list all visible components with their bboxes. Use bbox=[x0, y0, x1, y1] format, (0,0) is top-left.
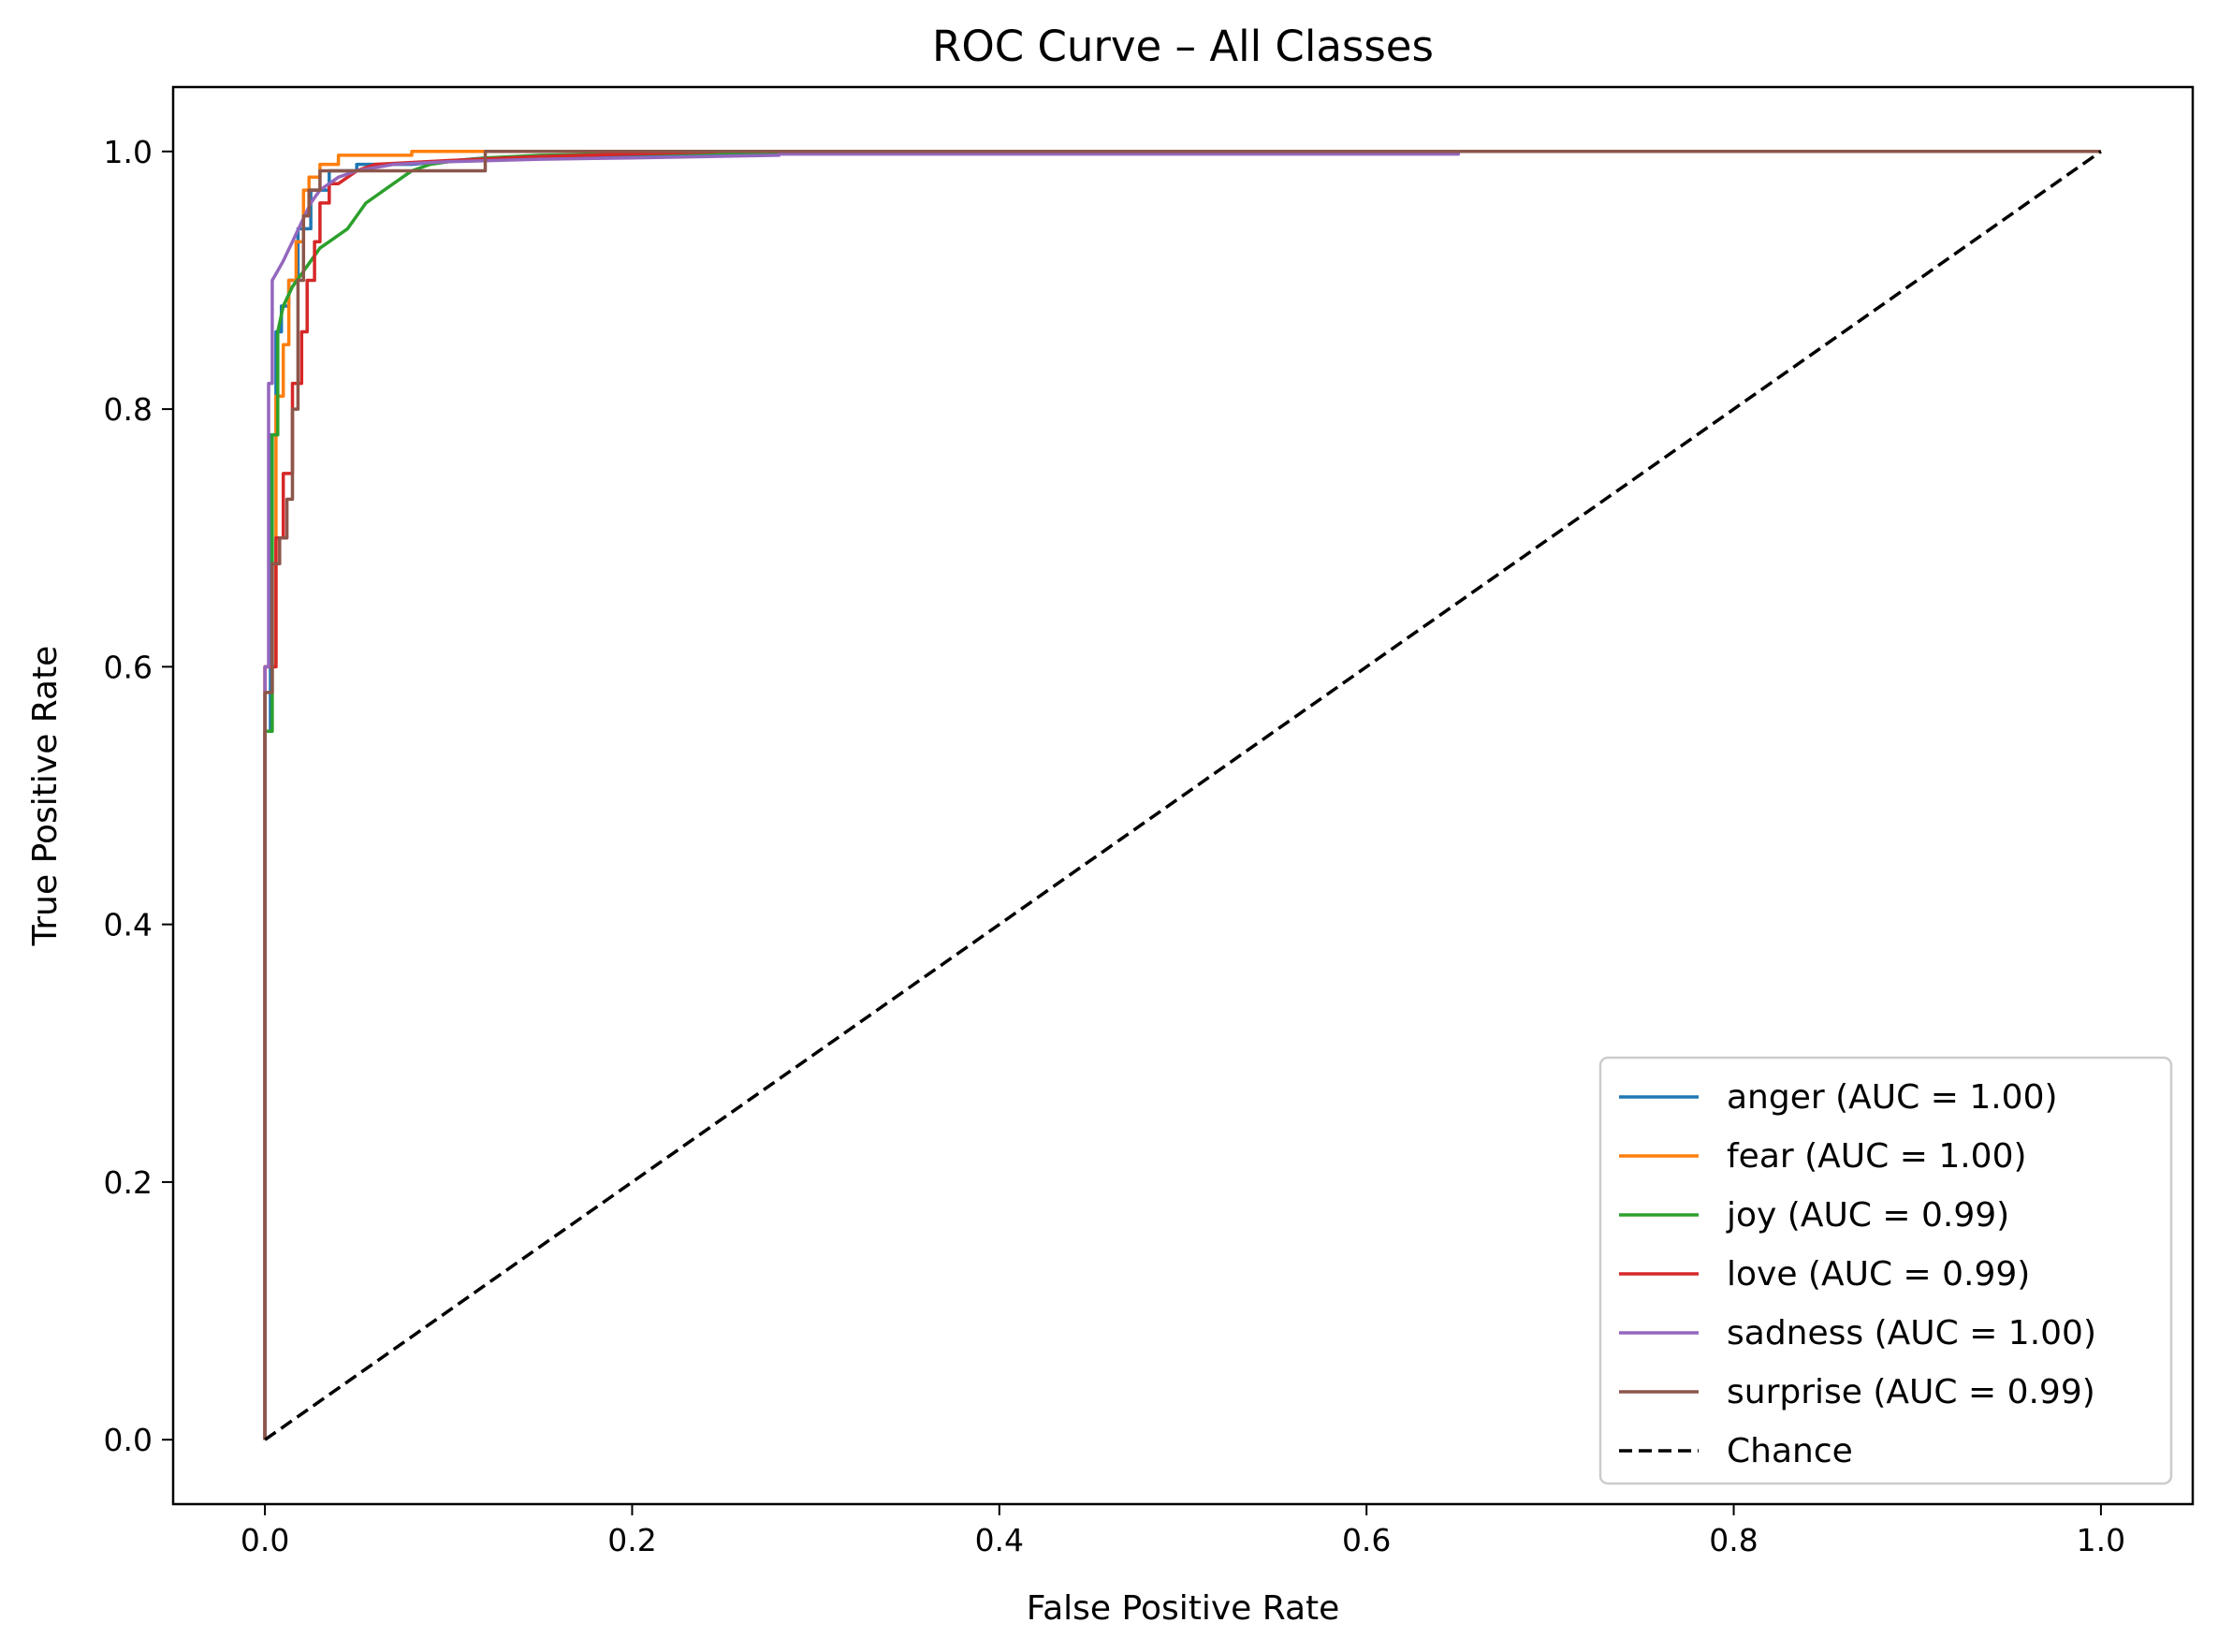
plot-frame bbox=[171, 85, 2195, 1506]
series-line-5 bbox=[263, 150, 2101, 1440]
x-tick-label: 0.0 bbox=[241, 1522, 289, 1558]
legend-label: sadness (AUC = 1.00) bbox=[1727, 1314, 2096, 1352]
y-tick-label: 0.6 bbox=[104, 649, 153, 685]
y-tick-label: 0.0 bbox=[104, 1422, 153, 1458]
y-tick-label: 0.4 bbox=[104, 907, 153, 943]
y-ticks: 0.0 0.2 0.4 0.6 0.8 1.0 bbox=[104, 134, 173, 1458]
x-ticks: 0.0 0.2 0.4 0.6 0.8 1.0 bbox=[241, 1504, 2125, 1558]
series-layer bbox=[263, 150, 2102, 1441]
legend-label: Chance bbox=[1727, 1432, 1853, 1470]
x-axis-label: False Positive Rate bbox=[1027, 1589, 1340, 1628]
x-tick-label: 0.2 bbox=[607, 1522, 656, 1558]
legend-label: joy (AUC = 0.99) bbox=[1726, 1196, 2009, 1235]
legend-box bbox=[1598, 1056, 2173, 1485]
x-tick-label: 0.6 bbox=[1342, 1522, 1391, 1558]
y-axis-label: True Positive Rate bbox=[26, 646, 65, 947]
legend-label: anger (AUC = 1.00) bbox=[1727, 1078, 2058, 1117]
x-tick-label: 0.4 bbox=[975, 1522, 1024, 1558]
legend-label: fear (AUC = 1.00) bbox=[1727, 1137, 2027, 1176]
series-line-6 bbox=[264, 150, 2102, 1441]
y-tick-label: 1.0 bbox=[104, 134, 153, 170]
legend: anger (AUC = 1.00) fear (AUC = 1.00) joy (… bbox=[1598, 1056, 2173, 1485]
y-tick-label: 0.2 bbox=[104, 1164, 153, 1201]
y-tick-label: 0.8 bbox=[104, 391, 153, 428]
legend-label: surprise (AUC = 0.99) bbox=[1727, 1373, 2095, 1411]
x-tick-label: 1.0 bbox=[2077, 1522, 2125, 1558]
chart-title: ROC Curve – All Classes bbox=[932, 22, 1434, 71]
x-tick-label: 0.8 bbox=[1709, 1522, 1758, 1558]
legend-label: love (AUC = 0.99) bbox=[1727, 1255, 2030, 1294]
